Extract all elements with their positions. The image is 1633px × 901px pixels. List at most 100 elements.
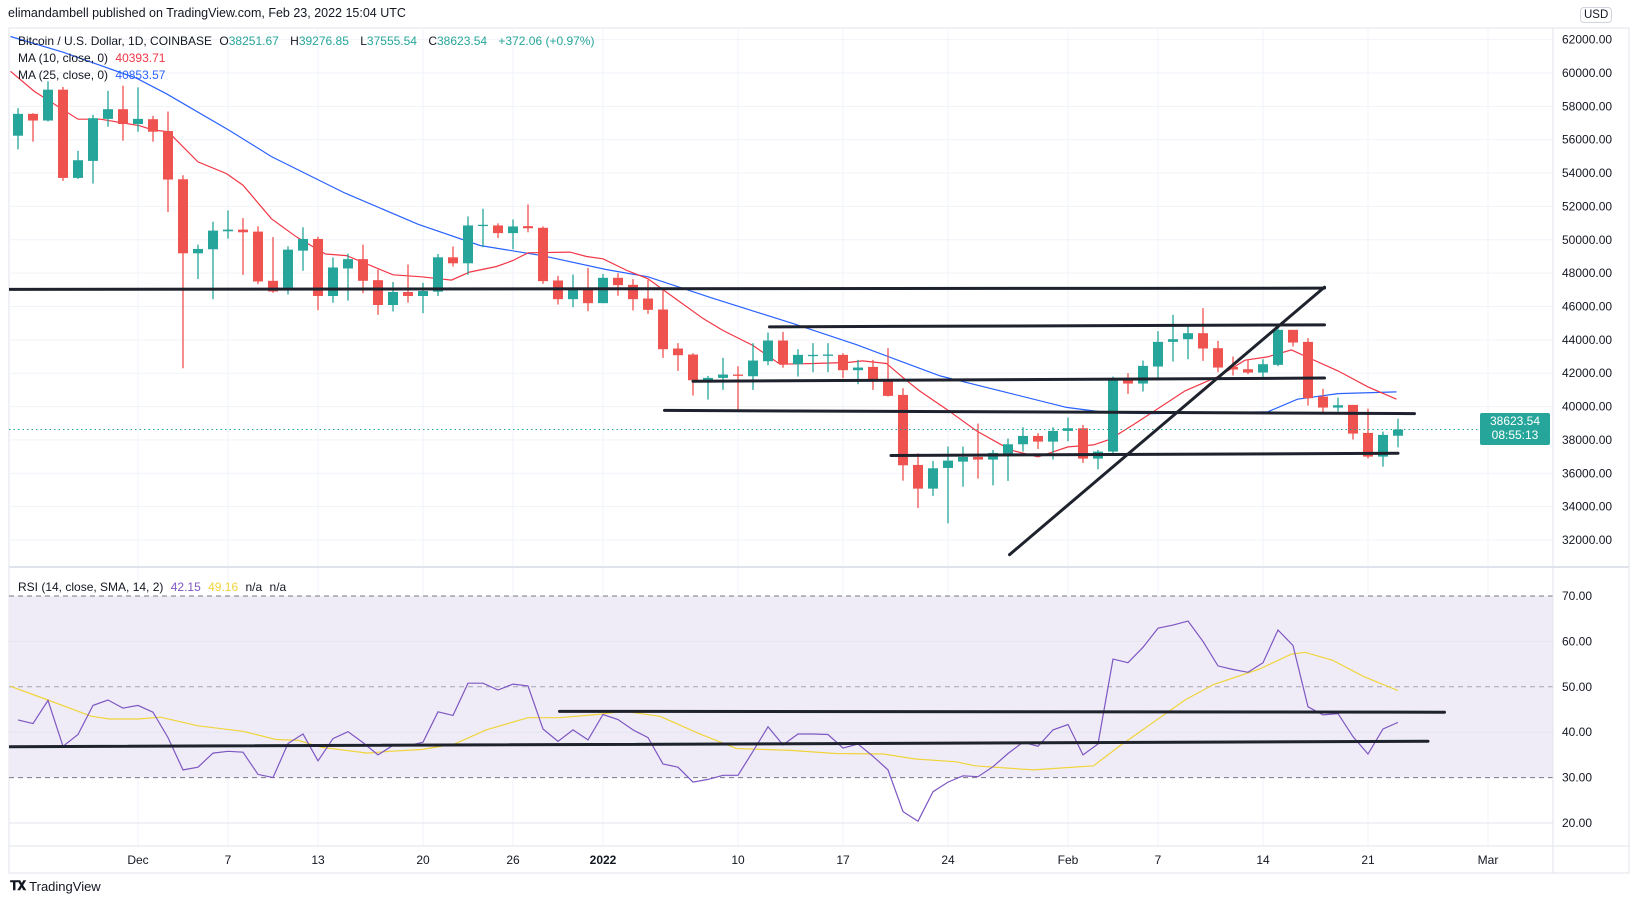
candle[interactable] (1243, 359, 1253, 375)
candle[interactable] (538, 226, 548, 284)
candle[interactable] (283, 246, 293, 295)
candle[interactable] (973, 423, 983, 479)
candle[interactable] (493, 223, 503, 239)
candle[interactable] (688, 353, 698, 396)
candle[interactable] (568, 274, 578, 308)
candle[interactable] (448, 246, 458, 267)
candle[interactable] (673, 343, 683, 371)
candle[interactable] (268, 237, 278, 293)
candle[interactable] (913, 453, 923, 508)
candle[interactable] (328, 257, 338, 303)
candle[interactable] (388, 281, 398, 312)
candle[interactable] (838, 353, 848, 379)
candle-body (43, 89, 53, 121)
candle[interactable] (1183, 326, 1193, 360)
trendline[interactable] (663, 408, 1416, 416)
candle[interactable] (613, 273, 623, 296)
candle[interactable] (823, 343, 833, 373)
symbol-legend[interactable]: Bitcoin / U.S. Dollar, 1D, COINBASE O382… (18, 34, 598, 48)
candle[interactable] (1018, 427, 1028, 452)
candle[interactable] (1123, 373, 1133, 394)
candle[interactable] (883, 348, 893, 397)
candle[interactable] (868, 359, 878, 390)
candle[interactable] (1393, 418, 1403, 448)
candle[interactable] (343, 253, 353, 301)
candle[interactable] (238, 218, 248, 275)
candle[interactable] (478, 208, 488, 248)
candle[interactable] (298, 227, 308, 271)
candle[interactable] (763, 332, 773, 366)
trendline[interactable] (691, 376, 1326, 383)
candle[interactable] (898, 388, 908, 481)
candle[interactable] (1348, 404, 1358, 440)
candle[interactable] (733, 366, 743, 412)
candle-body (943, 460, 953, 468)
trendline[interactable] (9, 286, 1326, 291)
candle[interactable] (163, 111, 173, 213)
candle[interactable] (193, 244, 203, 279)
candle[interactable] (523, 204, 533, 233)
candle[interactable] (628, 279, 638, 311)
candle[interactable] (223, 210, 233, 239)
candle[interactable] (208, 221, 218, 300)
candle[interactable] (1138, 360, 1148, 392)
candle[interactable] (358, 244, 368, 294)
candle[interactable] (148, 115, 158, 142)
candle[interactable] (958, 446, 968, 487)
candle[interactable] (928, 460, 938, 496)
candle[interactable] (943, 446, 953, 524)
rsi-trendline[interactable] (9, 739, 1430, 749)
candle[interactable] (793, 349, 803, 377)
rsi-legend[interactable]: RSI (14, close, SMA, 14, 2) 42.15 49.16 … (18, 580, 290, 594)
candle[interactable] (643, 279, 653, 314)
rsi-trendline[interactable] (558, 709, 1446, 714)
candle[interactable] (1378, 431, 1388, 467)
candle[interactable] (1003, 438, 1013, 481)
candle[interactable] (1033, 433, 1043, 449)
candle[interactable] (508, 219, 518, 250)
candle[interactable] (1288, 329, 1298, 347)
candle[interactable] (13, 108, 23, 150)
candle[interactable] (1303, 338, 1313, 406)
candle[interactable] (1078, 424, 1088, 463)
candle[interactable] (1363, 408, 1373, 459)
trendline[interactable] (1008, 285, 1326, 557)
price-pane[interactable] (9, 35, 1553, 557)
candle[interactable] (178, 175, 188, 369)
candle[interactable] (463, 216, 473, 275)
candle[interactable] (253, 226, 263, 285)
ma25-legend[interactable]: MA (25, close, 0) 40853.57 (18, 68, 169, 82)
candle[interactable] (778, 331, 788, 368)
candle[interactable] (43, 81, 53, 122)
candle[interactable] (1318, 388, 1328, 415)
ma10-legend[interactable]: MA (10, close, 0) 40393.71 (18, 51, 169, 65)
candle[interactable] (658, 288, 668, 358)
candle[interactable] (1153, 331, 1163, 379)
rsi-pane[interactable] (9, 620, 1446, 823)
candle[interactable] (103, 90, 113, 127)
candle[interactable] (1213, 340, 1223, 373)
candle[interactable] (1258, 359, 1268, 380)
candle[interactable] (73, 150, 83, 179)
axes[interactable]: 32000.00 34000.00 36000.00 38000.00 40000.00… (127, 33, 1612, 867)
candle[interactable] (1273, 326, 1283, 367)
trendline[interactable] (889, 451, 1400, 457)
candle[interactable] (118, 85, 128, 141)
candle[interactable] (1198, 308, 1208, 361)
candle[interactable] (133, 87, 143, 132)
tradingview-logo[interactable]: 𝐓𝐗 TradingView (10, 878, 101, 894)
candle[interactable] (403, 264, 413, 303)
candle[interactable] (1108, 376, 1118, 455)
candle[interactable] (1168, 314, 1178, 362)
candle[interactable] (58, 87, 68, 181)
candle[interactable] (373, 269, 383, 315)
candle[interactable] (313, 236, 323, 311)
candle[interactable] (28, 113, 38, 142)
trendline[interactable] (768, 323, 1326, 329)
candle[interactable] (1333, 397, 1343, 412)
currency-button[interactable]: USD (1580, 7, 1613, 23)
candle[interactable] (718, 357, 728, 390)
candle[interactable] (88, 114, 98, 184)
candle[interactable] (808, 343, 818, 373)
